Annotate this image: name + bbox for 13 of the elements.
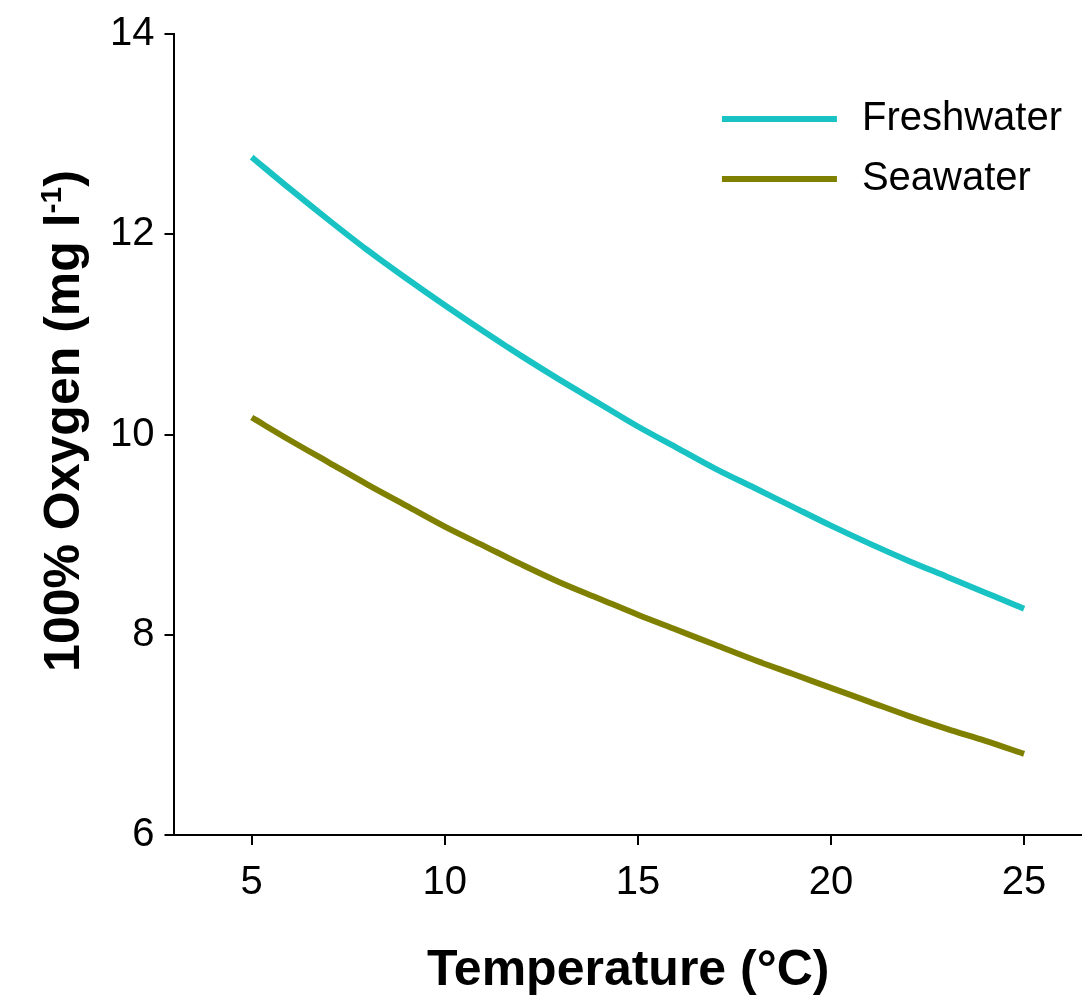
x-tick-label: 25 <box>1001 858 1047 903</box>
y-tick-label: 6 <box>132 810 155 855</box>
x-tick-label: 20 <box>808 858 854 903</box>
x-tick-label: 10 <box>422 858 468 903</box>
x-tick-label: 15 <box>615 858 661 903</box>
x-tick-label: 5 <box>240 858 263 903</box>
y-tick-label: 14 <box>109 9 155 54</box>
x-axis-title: Temperature (°C) <box>427 939 830 996</box>
y-tick-label: 8 <box>132 609 155 654</box>
legend-label: Freshwater <box>861 94 1062 139</box>
y-tick-label: 10 <box>109 409 155 454</box>
y-tick-label: 12 <box>109 209 155 254</box>
legend-label: Seawater <box>861 154 1031 199</box>
